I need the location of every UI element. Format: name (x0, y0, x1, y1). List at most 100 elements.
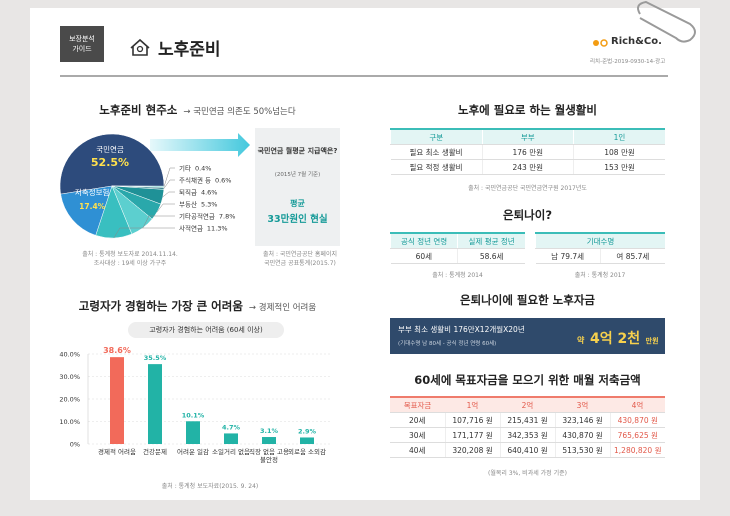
header-row: 목표자금 1억 2억 3억 4억 (390, 396, 665, 413)
section-title: 고령자가 경험하는 가장 큰 어려움 → 경제적인 어려움 (30, 298, 365, 314)
bar (186, 421, 200, 444)
cell: 60세 (390, 248, 458, 264)
cell: 513,530 원 (554, 442, 610, 458)
leader-line (156, 203, 175, 213)
section-title: 노후준비 현주소 → 국민연금 의존도 50%넘는다 (30, 102, 365, 118)
pension-question: 국민연금 월평균 지급액은? (257, 147, 338, 155)
cell: 107,716 원 (444, 412, 500, 428)
cell: 342,353 원 (499, 427, 555, 443)
row: 필요 적정 생활비 243 만원 153 만원 (390, 159, 665, 175)
header-row: 기대수명 (535, 232, 665, 249)
value-label: 2.9% (298, 427, 317, 435)
section-title: 60세에 목표자금을 모으기 위한 매월 저축금액 (414, 373, 641, 387)
bar (262, 437, 276, 444)
cell: 40세 (390, 442, 445, 458)
legend-label: 기타공적연금 (179, 212, 215, 221)
header-cell: 1억 (445, 396, 500, 413)
x-tick-label: 직장 없음 고용 불안정 (249, 448, 290, 464)
row: 20세 107,716 원 215,431 원 323,146 원 430,870 원 (390, 412, 665, 428)
leader-line (163, 179, 175, 189)
header-cell: 4억 (610, 396, 665, 413)
section-title: 은퇴나이에 필요한 노후자금 (460, 293, 595, 307)
legend-entry: 주식채권 등 0.6% (179, 176, 231, 185)
title: 고령자가 경험하는 가장 큰 어려움 (78, 299, 243, 313)
pension-amount: 33만원인 현실 (267, 214, 328, 225)
source: 출처 : 통계청 2017 (574, 272, 626, 279)
value-label: 38.6% (103, 346, 131, 355)
row: 30세 171,177 원 342,353 원 430,870 원 765,625 원 (390, 427, 665, 443)
pie-slice (60, 185, 113, 236)
leader-line (142, 215, 175, 228)
slice-label: 국민연금 (96, 144, 124, 154)
legend-label: 부동산 (179, 200, 197, 209)
fund-prefix: 약 (577, 336, 585, 345)
note: (월복리 3%, 비과세 가정 기준) (488, 470, 567, 477)
title: 노후준비 현주소 (99, 103, 178, 117)
header-cell: 기대수명 (535, 232, 665, 249)
header-cell: 공식 정년 연령 (389, 232, 458, 249)
cell: 640,410 원 (499, 442, 555, 458)
leader-line (163, 167, 175, 187)
x-tick-label: 소일거리 없음 (212, 448, 250, 456)
source: 출처 : 통계청 2014 (432, 272, 483, 279)
legend-entry: 부동산 5.3% (179, 200, 217, 209)
cell: 171,177 원 (444, 427, 500, 443)
source-note: 조사대상 : 19세 이상 가구주 (93, 260, 167, 267)
table: 공식 정년 연령 실제 평균 정년 60세 58.6세 (389, 232, 525, 264)
leader-line (162, 191, 175, 198)
cell: 남 79.7세 (535, 248, 601, 264)
cell: 30세 (390, 427, 445, 443)
chart-title-pill (128, 322, 284, 338)
y-tick-label: 30.0% (59, 373, 80, 381)
source-line: 국민연금 공표통계(2015.7) (264, 260, 336, 267)
x-tick-label: 경제적 어려움 (98, 448, 136, 456)
chart-title: 고령자가 경험하는 어려움 (60세 이상) (149, 326, 263, 334)
slice-label: 저축성보험 (75, 188, 110, 197)
logo-dot (593, 40, 599, 46)
subtitle: → 국민연금 의존도 50%넘는다 (183, 107, 296, 117)
x-tick-label: 외로움 소외감 (288, 448, 326, 456)
legend-entry: 기타공적연금 7.8% (179, 212, 235, 221)
source: 출처 : 통계청 보도자료 2014.11.14. 조사대상 : 19세 이상 가… (70, 250, 190, 268)
section-title: 노후에 필요로 하는 월생활비 (458, 103, 597, 117)
page-title: 노후준비 (158, 40, 221, 60)
logo: Rich&Co. (611, 36, 662, 47)
cell: 20세 (390, 412, 445, 428)
cell: 필요 적정 생활비 (390, 159, 482, 175)
guide-tag: 보장분석 가이드 (60, 26, 104, 62)
header-cell: 2억 (500, 396, 555, 413)
fund-formula: 부부 최소 생활비 176만X12개월X20년 (398, 325, 525, 334)
pie-slice (59, 133, 165, 195)
fund-basis: (기대수명 남 80세 - 공식 정년 연령 60세) (398, 341, 497, 347)
cell: 765,625 원 (609, 427, 665, 443)
bar (110, 357, 124, 444)
header-cell: 3억 (555, 396, 610, 413)
cell: 320,208 원 (444, 442, 500, 458)
slice-value: 52.5% (91, 156, 129, 169)
header-cell: 부부 (481, 128, 574, 145)
source-line: 출처 : 국민연금공단 홈페이지 (263, 251, 337, 258)
header-cell: 목표자금 (390, 396, 445, 413)
pension-label: 평균 (290, 199, 305, 208)
cell: 215,431 원 (499, 412, 555, 428)
cell: 108 만원 (573, 144, 665, 160)
cell: 243 만원 (481, 159, 574, 175)
house-icon-dot (136, 45, 144, 53)
cell: 153 만원 (573, 159, 665, 175)
legend-value: 0.6% (215, 177, 232, 185)
legend-label: 퇴직금 (179, 188, 197, 197)
legend-value: 4.6% (201, 189, 218, 197)
cell: 323,146 원 (554, 412, 610, 428)
fund-box (390, 318, 665, 354)
y-tick-label: 40.0% (59, 351, 80, 359)
value-label: 35.5% (144, 354, 167, 362)
legend-entry: 기타 0.4% (179, 164, 211, 173)
subtitle: → 경제적인 어려움 (248, 303, 317, 313)
cell: 430,870 원 (554, 427, 610, 443)
legend-label: 사적연금 (179, 224, 203, 233)
pension-basis: (2015년 7월 기준) (274, 172, 321, 178)
source-line: 출처 : 통계청 보도자료 2014.11.14. (82, 251, 178, 258)
